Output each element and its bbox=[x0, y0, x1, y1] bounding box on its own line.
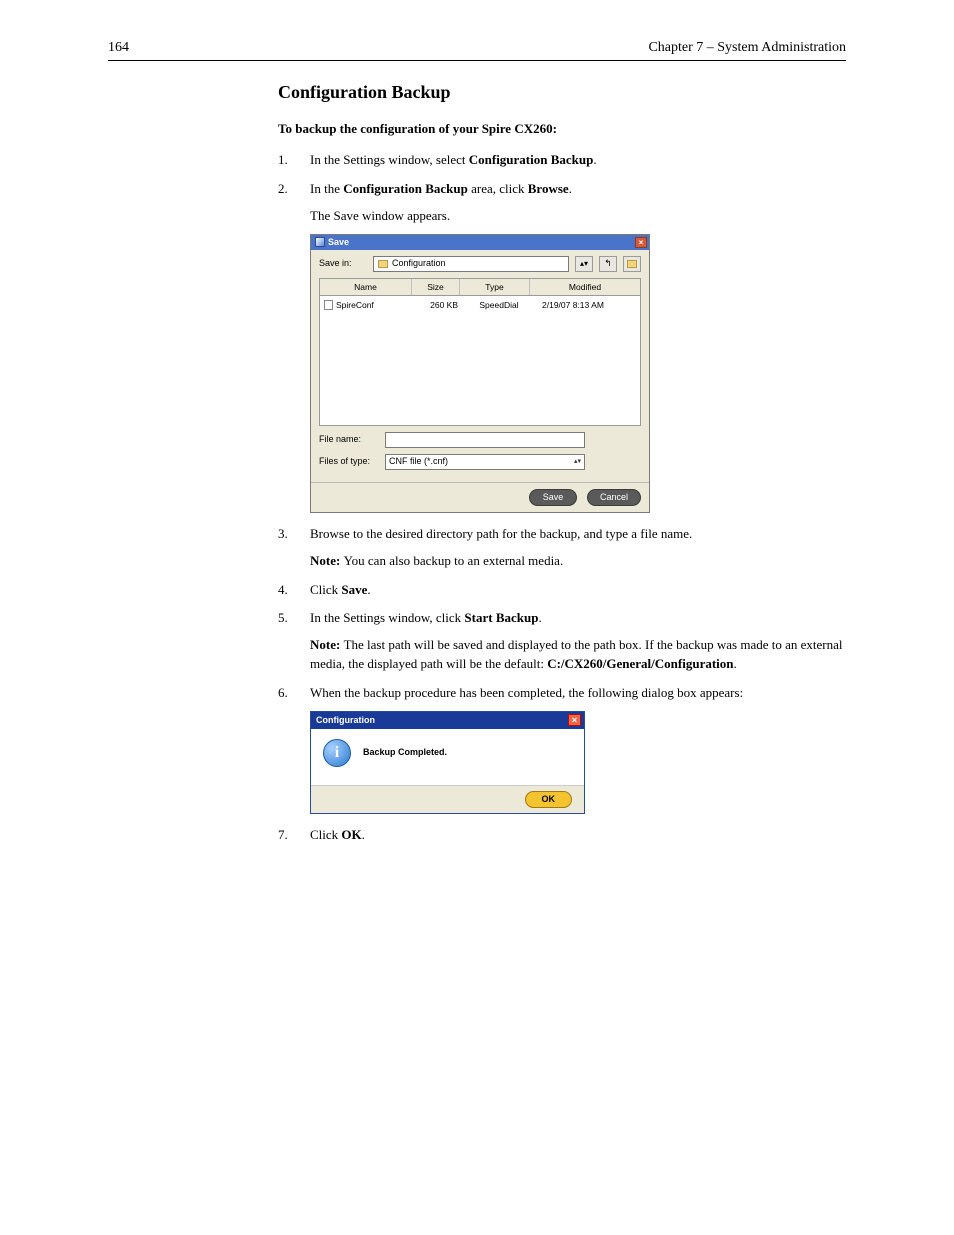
step-1-bold: Configuration Backup bbox=[469, 152, 594, 167]
file-modified-cell: 2/19/07 8:13 AM bbox=[534, 299, 636, 311]
step-6: When the backup procedure has been compl… bbox=[278, 684, 846, 814]
save-dialog-title: Save bbox=[328, 236, 349, 249]
col-modified[interactable]: Modified bbox=[530, 279, 640, 295]
select-arrows-icon: ▴▾ bbox=[574, 459, 581, 465]
step-5-note-label: Note: bbox=[310, 637, 344, 652]
file-name-label: File name: bbox=[319, 433, 379, 446]
step-2: In the Configuration Backup area, click … bbox=[278, 180, 846, 513]
chapter-title: Chapter 7 – System Administration bbox=[648, 40, 846, 56]
step-6-text: When the backup procedure has been compl… bbox=[310, 684, 846, 703]
file-list[interactable]: SpireConf 260 KB SpeedDial 2/19/07 8:13 … bbox=[319, 296, 641, 426]
col-size[interactable]: Size bbox=[412, 279, 460, 295]
save-dialog-titlebar: Save × bbox=[311, 235, 649, 250]
step-5: In the Settings window, click Start Back… bbox=[278, 609, 846, 674]
save-button[interactable]: Save bbox=[529, 489, 577, 506]
step-2-p1c: . bbox=[569, 181, 572, 196]
content: Configuration Backup To backup the confi… bbox=[278, 82, 846, 855]
close-icon[interactable]: × bbox=[635, 237, 647, 248]
cancel-button[interactable]: Cancel bbox=[587, 489, 641, 506]
save-dialog-footer: Save Cancel bbox=[311, 482, 649, 512]
step-7-suffix: . bbox=[362, 827, 365, 842]
step-3: Browse to the desired directory path for… bbox=[278, 525, 846, 571]
step-1-text: In the Settings window, select bbox=[310, 152, 469, 167]
folder-icon bbox=[378, 260, 388, 268]
step-5-note-suffix: . bbox=[734, 656, 737, 671]
ok-button[interactable]: OK bbox=[525, 791, 573, 808]
step-2-p1a: In the bbox=[310, 181, 343, 196]
confirmation-title: Configuration bbox=[316, 714, 375, 727]
step-5-suffix: . bbox=[538, 610, 541, 625]
step-7-bold: OK bbox=[341, 827, 361, 842]
section-heading: Configuration Backup bbox=[278, 82, 846, 103]
save-in-combo[interactable]: Configuration bbox=[373, 256, 569, 272]
up-folder-button[interactable]: ↰ bbox=[599, 256, 617, 272]
page-number: 164 bbox=[108, 40, 129, 56]
step-4-bold: Save bbox=[341, 582, 367, 597]
info-icon: i bbox=[323, 739, 351, 767]
file-icon bbox=[324, 300, 333, 310]
col-name[interactable]: Name bbox=[320, 279, 412, 295]
files-of-type-select[interactable]: CNF file (*.cnf) ▴▾ bbox=[385, 454, 585, 470]
step-5-prefix: In the Settings window, click bbox=[310, 610, 464, 625]
save-dialog-icon bbox=[315, 237, 325, 247]
dropdown-toggle-button[interactable]: ▴▾ bbox=[575, 256, 593, 272]
save-in-value: Configuration bbox=[392, 257, 446, 270]
up-arrow-icon: ↰ bbox=[604, 257, 612, 270]
save-dialog: Save × Save in: Configuration ▴▾ ↰ bbox=[310, 234, 650, 513]
file-size-cell: 260 KB bbox=[416, 299, 464, 311]
confirmation-message: Backup Completed. bbox=[363, 746, 447, 759]
step-7: Click OK. bbox=[278, 826, 846, 845]
step-5-note-bold: C:/CX260/General/Configuration bbox=[547, 656, 733, 671]
steps-list: In the Settings window, select Configura… bbox=[278, 151, 846, 845]
confirmation-dialog: Configuration × i Backup Completed. OK bbox=[310, 711, 585, 814]
files-of-type-value: CNF file (*.cnf) bbox=[389, 455, 448, 468]
step-4: Click Save. bbox=[278, 581, 846, 600]
step-5-bold: Start Backup bbox=[464, 610, 538, 625]
file-type-cell: SpeedDial bbox=[464, 299, 534, 311]
step-2-line2: The Save window appears. bbox=[310, 207, 846, 226]
step-3-note-label: Note: bbox=[310, 553, 344, 568]
intro-text: To backup the configuration of your Spir… bbox=[278, 121, 846, 137]
step-3-note-text: You can also backup to an external media… bbox=[344, 553, 564, 568]
file-row[interactable]: SpireConf 260 KB SpeedDial 2/19/07 8:13 … bbox=[320, 298, 640, 312]
step-2-bold2: Browse bbox=[528, 181, 569, 196]
step-4-suffix: . bbox=[367, 582, 370, 597]
new-folder-button[interactable] bbox=[623, 256, 641, 272]
step-2-p1b: area, click bbox=[468, 181, 528, 196]
save-in-label: Save in: bbox=[319, 257, 367, 270]
col-type[interactable]: Type bbox=[460, 279, 530, 295]
step-7-prefix: Click bbox=[310, 827, 341, 842]
files-of-type-label: Files of type: bbox=[319, 455, 379, 468]
page-header: 164 Chapter 7 – System Administration bbox=[108, 40, 846, 61]
confirmation-titlebar: Configuration × bbox=[311, 712, 584, 729]
file-list-header: Name Size Type Modified bbox=[319, 278, 641, 296]
confirmation-close-icon[interactable]: × bbox=[568, 714, 581, 726]
step-4-prefix: Click bbox=[310, 582, 341, 597]
step-2-bold1: Configuration Backup bbox=[343, 181, 468, 196]
file-name-cell: SpireConf bbox=[336, 299, 374, 311]
step-3-line1: Browse to the desired directory path for… bbox=[310, 525, 846, 544]
file-name-input[interactable] bbox=[385, 432, 585, 448]
step-1: In the Settings window, select Configura… bbox=[278, 151, 846, 170]
step-1-suffix: . bbox=[593, 152, 596, 167]
new-folder-icon bbox=[627, 260, 637, 268]
